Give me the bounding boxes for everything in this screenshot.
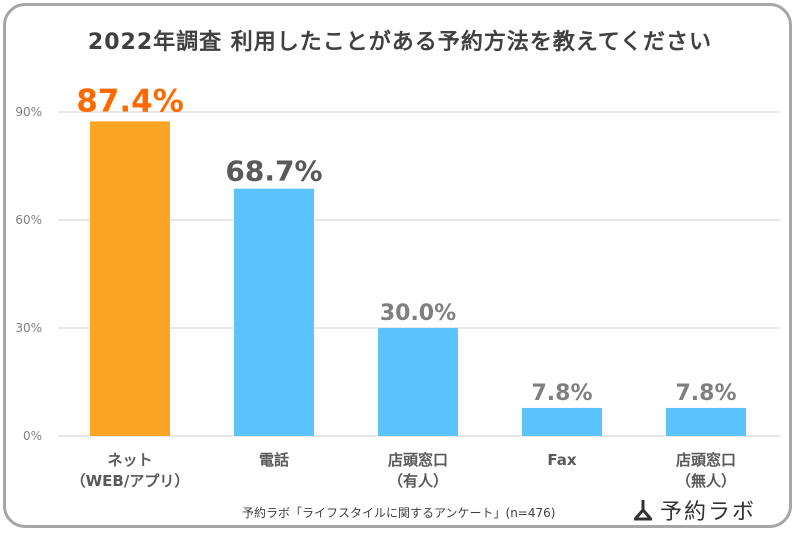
- source-note: 予約ラボ「ライフスタイルに関するアンケート」(n=476): [242, 506, 556, 520]
- logo: 予約ラボ: [632, 494, 756, 526]
- data-label: 30.0%: [380, 301, 456, 326]
- x-tick-label: ネット: [107, 451, 152, 469]
- y-tick-label: 30%: [15, 321, 42, 335]
- x-tick-label: 店頭窓口: [676, 451, 736, 469]
- chart-frame: [3, 3, 792, 528]
- x-tick-label: 電話: [259, 451, 289, 469]
- bar: [90, 121, 170, 437]
- y-tick-label: 90%: [15, 105, 42, 119]
- data-label: 87.4%: [76, 83, 184, 119]
- bar: [378, 328, 458, 436]
- x-tick-label: 店頭窓口: [388, 451, 448, 469]
- bar: [234, 188, 314, 436]
- y-tick-label: 0%: [23, 429, 42, 443]
- x-tick-label: （有人）: [388, 472, 448, 490]
- y-tick-label: 60%: [15, 213, 42, 227]
- chart-title: 2022年調査 利用したことがある予約方法を教えてください: [87, 30, 713, 55]
- bar: [522, 407, 602, 436]
- bar: [666, 407, 746, 436]
- data-label: 7.8%: [531, 381, 592, 406]
- x-tick-label: （無人）: [676, 472, 736, 490]
- logo-icon: [634, 500, 652, 521]
- data-label: 68.7%: [225, 155, 322, 188]
- x-tick-label: （WEB/アプリ）: [71, 472, 190, 490]
- data-label: 7.8%: [675, 381, 736, 406]
- x-tick-label: Fax: [547, 451, 576, 469]
- logo-text: 予約ラボ: [660, 500, 757, 525]
